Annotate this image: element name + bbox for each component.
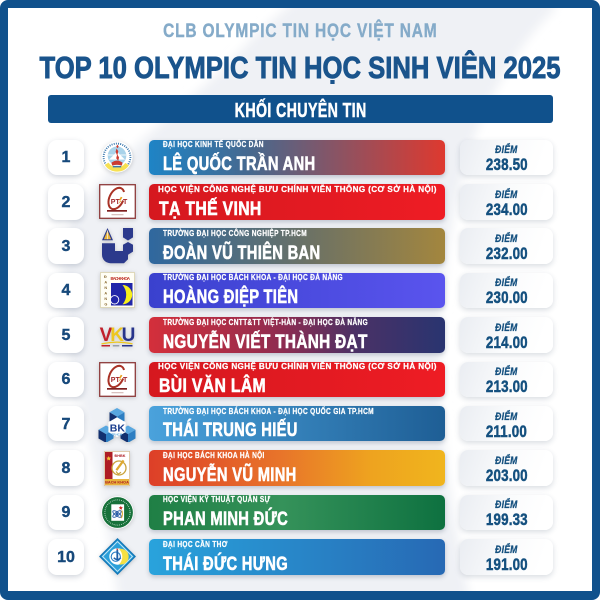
svg-text:BK: BK [110,422,126,434]
svg-text:PT: PT [110,377,120,384]
svg-text:T: T [123,199,128,206]
svg-text:Đ: Đ [104,275,107,279]
svg-text:TP.HCM: TP.HCM [111,432,122,436]
svg-text:A: A [104,281,107,285]
svg-text:BACH KHOA: BACH KHOA [105,479,129,484]
svg-text:N: N [104,286,107,290]
svg-text:PT: PT [110,199,120,206]
svg-text:A: A [104,292,107,296]
svg-text:G: G [104,303,107,307]
svg-text:BACH KHOA: BACH KHOA [110,277,130,282]
svg-text:V: V [100,325,113,346]
svg-text:N: N [104,297,107,301]
svg-text:K: K [110,325,124,346]
svg-text:U: U [122,325,136,346]
svg-text:ĐHBK: ĐHBK [115,454,126,458]
svg-text:T: T [123,377,128,384]
